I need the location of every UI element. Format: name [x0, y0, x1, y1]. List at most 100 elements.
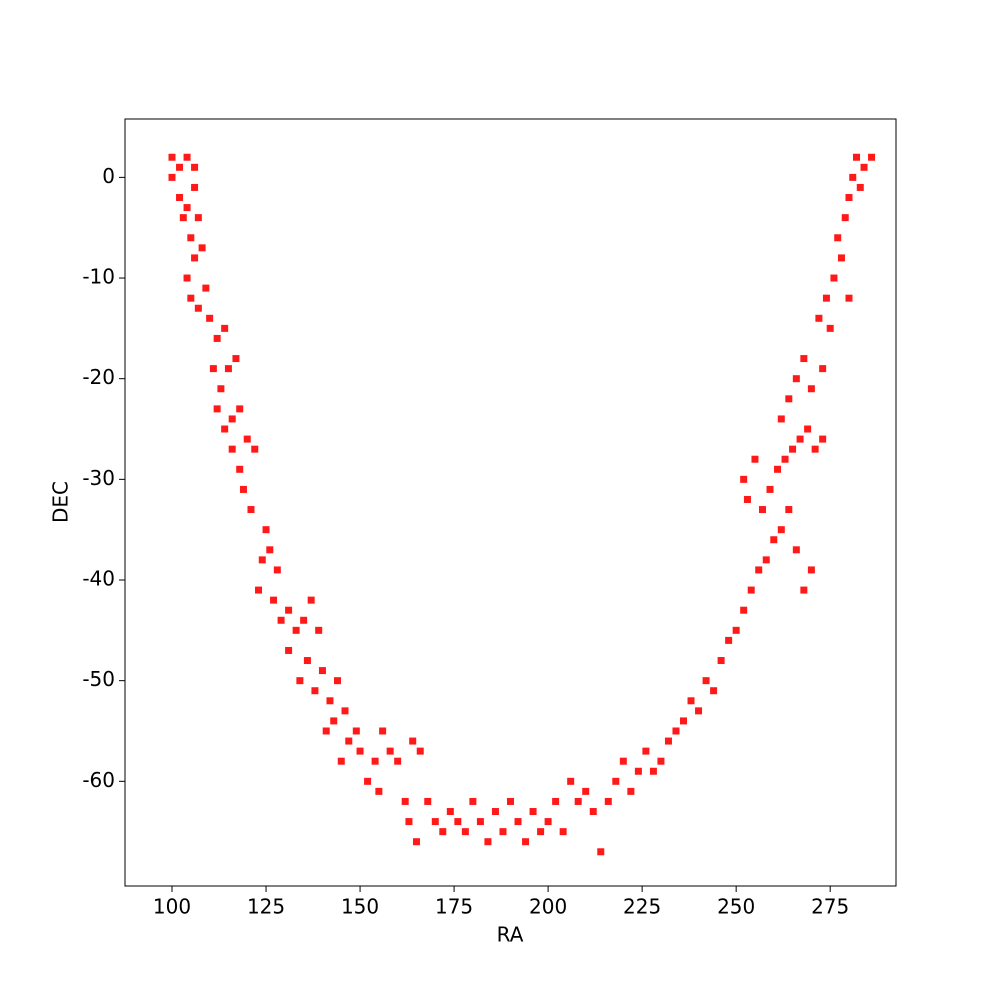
point — [352, 727, 360, 735]
point — [819, 435, 827, 443]
point — [710, 687, 718, 695]
point — [800, 355, 808, 363]
point — [811, 445, 819, 453]
plot-frame — [124, 118, 897, 887]
point — [567, 777, 575, 785]
point — [394, 757, 402, 765]
point — [841, 214, 849, 222]
point — [168, 173, 176, 181]
point — [777, 415, 785, 423]
point — [330, 717, 338, 725]
point — [853, 153, 861, 161]
point — [815, 314, 823, 322]
point — [476, 818, 484, 826]
point — [766, 485, 774, 493]
point — [176, 163, 184, 171]
point — [206, 314, 214, 322]
point — [597, 848, 605, 856]
point — [860, 163, 868, 171]
point — [326, 697, 334, 705]
point — [183, 204, 191, 212]
x-tick-label: 125 — [247, 895, 285, 919]
point — [191, 163, 199, 171]
point — [834, 234, 842, 242]
point — [221, 324, 229, 332]
point — [649, 767, 657, 775]
x-tick-label: 200 — [529, 895, 567, 919]
point — [303, 657, 311, 665]
point — [559, 828, 567, 836]
point — [751, 455, 759, 463]
point — [664, 737, 672, 745]
point — [807, 385, 815, 393]
point — [856, 183, 864, 191]
point — [228, 445, 236, 453]
point — [800, 586, 808, 594]
point — [251, 445, 259, 453]
point — [830, 274, 838, 282]
point — [307, 596, 315, 604]
point — [375, 787, 383, 795]
point — [612, 777, 620, 785]
point — [702, 677, 710, 685]
point — [461, 828, 469, 836]
point — [213, 334, 221, 342]
x-tick-label: 150 — [341, 895, 379, 919]
point — [868, 153, 876, 161]
point — [627, 787, 635, 795]
point — [243, 435, 251, 443]
point — [807, 566, 815, 574]
point — [849, 173, 857, 181]
y-tick-label: -20 — [82, 365, 115, 389]
point — [379, 727, 387, 735]
point — [337, 757, 345, 765]
point — [416, 747, 424, 755]
y-tick-label: -50 — [82, 667, 115, 691]
point — [224, 365, 232, 373]
point — [619, 757, 627, 765]
point — [804, 425, 812, 433]
point — [777, 526, 785, 534]
point — [740, 606, 748, 614]
point — [789, 445, 797, 453]
point — [755, 566, 763, 574]
x-tick-label: 175 — [435, 895, 473, 919]
point — [424, 797, 432, 805]
point — [819, 365, 827, 373]
point — [687, 697, 695, 705]
point — [642, 747, 650, 755]
point — [785, 395, 793, 403]
y-tick-label: 0 — [102, 164, 115, 188]
point — [522, 838, 530, 846]
point — [837, 254, 845, 262]
point — [544, 818, 552, 826]
point — [315, 626, 323, 634]
point — [318, 667, 326, 675]
point — [529, 808, 537, 816]
y-axis-label: DEC — [49, 481, 73, 523]
point — [333, 677, 341, 685]
point — [826, 324, 834, 332]
point — [239, 485, 247, 493]
point — [401, 797, 409, 805]
point — [747, 586, 755, 594]
point — [179, 214, 187, 222]
point — [469, 797, 477, 805]
point — [405, 818, 413, 826]
point — [409, 737, 417, 745]
point — [296, 677, 304, 685]
point — [725, 636, 733, 644]
point — [187, 234, 195, 242]
point — [364, 777, 372, 785]
point — [168, 153, 176, 161]
point — [796, 435, 804, 443]
point — [194, 214, 202, 222]
y-tick-label: -10 — [82, 265, 115, 289]
point — [785, 506, 793, 514]
x-tick-label: 250 — [717, 895, 755, 919]
point — [695, 707, 703, 715]
y-tick-label: -40 — [82, 567, 115, 591]
point — [717, 657, 725, 665]
point — [412, 838, 420, 846]
